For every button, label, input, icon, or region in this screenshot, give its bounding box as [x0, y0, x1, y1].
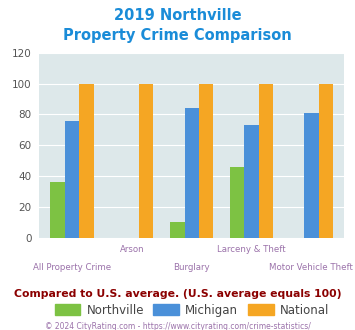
Text: Arson: Arson: [120, 245, 144, 254]
Text: Property Crime Comparison: Property Crime Comparison: [63, 28, 292, 43]
Bar: [304, 113, 318, 238]
Text: All Property Crime: All Property Crime: [33, 263, 111, 273]
Bar: [318, 83, 333, 238]
Legend: Northville, Michigan, National: Northville, Michigan, National: [50, 299, 334, 321]
Text: 2019 Northville: 2019 Northville: [114, 8, 241, 23]
Bar: [199, 83, 213, 238]
Text: Compared to U.S. average. (U.S. average equals 100): Compared to U.S. average. (U.S. average …: [14, 289, 341, 299]
Bar: [79, 83, 93, 238]
Bar: [259, 83, 273, 238]
Text: Larceny & Theft: Larceny & Theft: [217, 245, 286, 254]
Bar: [65, 120, 79, 238]
Text: Motor Vehicle Theft: Motor Vehicle Theft: [269, 263, 353, 273]
Bar: [230, 167, 244, 238]
Bar: [244, 125, 259, 238]
Text: © 2024 CityRating.com - https://www.cityrating.com/crime-statistics/: © 2024 CityRating.com - https://www.city…: [45, 322, 310, 330]
Bar: [139, 83, 153, 238]
Bar: [170, 222, 185, 238]
Bar: [50, 182, 65, 238]
Text: Burglary: Burglary: [173, 263, 210, 273]
Bar: [185, 108, 199, 238]
